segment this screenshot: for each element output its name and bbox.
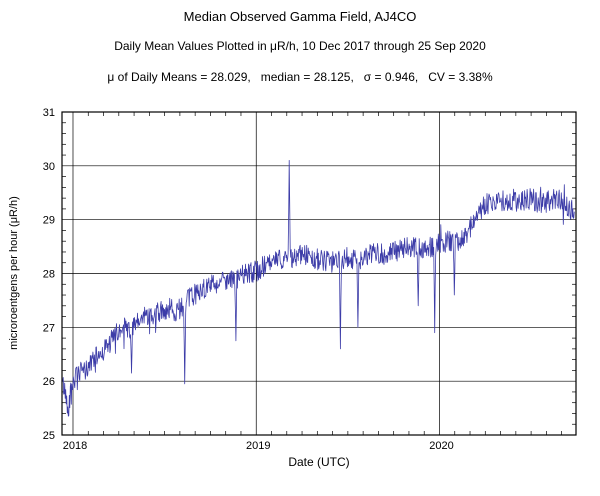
y-tick-label: 25 [43,430,55,442]
y-tick-label: 30 [43,161,55,173]
x-tick-label: 2019 [246,440,270,452]
y-tick-label: 28 [43,269,55,281]
y-tick-label: 29 [43,215,55,227]
x-tick-label: 2018 [63,440,87,452]
x-axis-label: Date (UTC) [288,455,350,469]
y-tick-label: 31 [43,107,55,119]
plot-frame [61,111,577,436]
chart-subtitle: Daily Mean Values Plotted in μR/h, 10 De… [114,39,486,53]
data-series-line [62,160,575,417]
chart-stats-line: μ of Daily Means = 28.029, median = 28.1… [107,70,493,84]
chart-title: Median Observed Gamma Field, AJ4CO [183,9,417,24]
y-tick-label: 26 [43,376,55,388]
x-tick-label: 2020 [429,440,453,452]
y-tick-label: 27 [43,322,55,334]
